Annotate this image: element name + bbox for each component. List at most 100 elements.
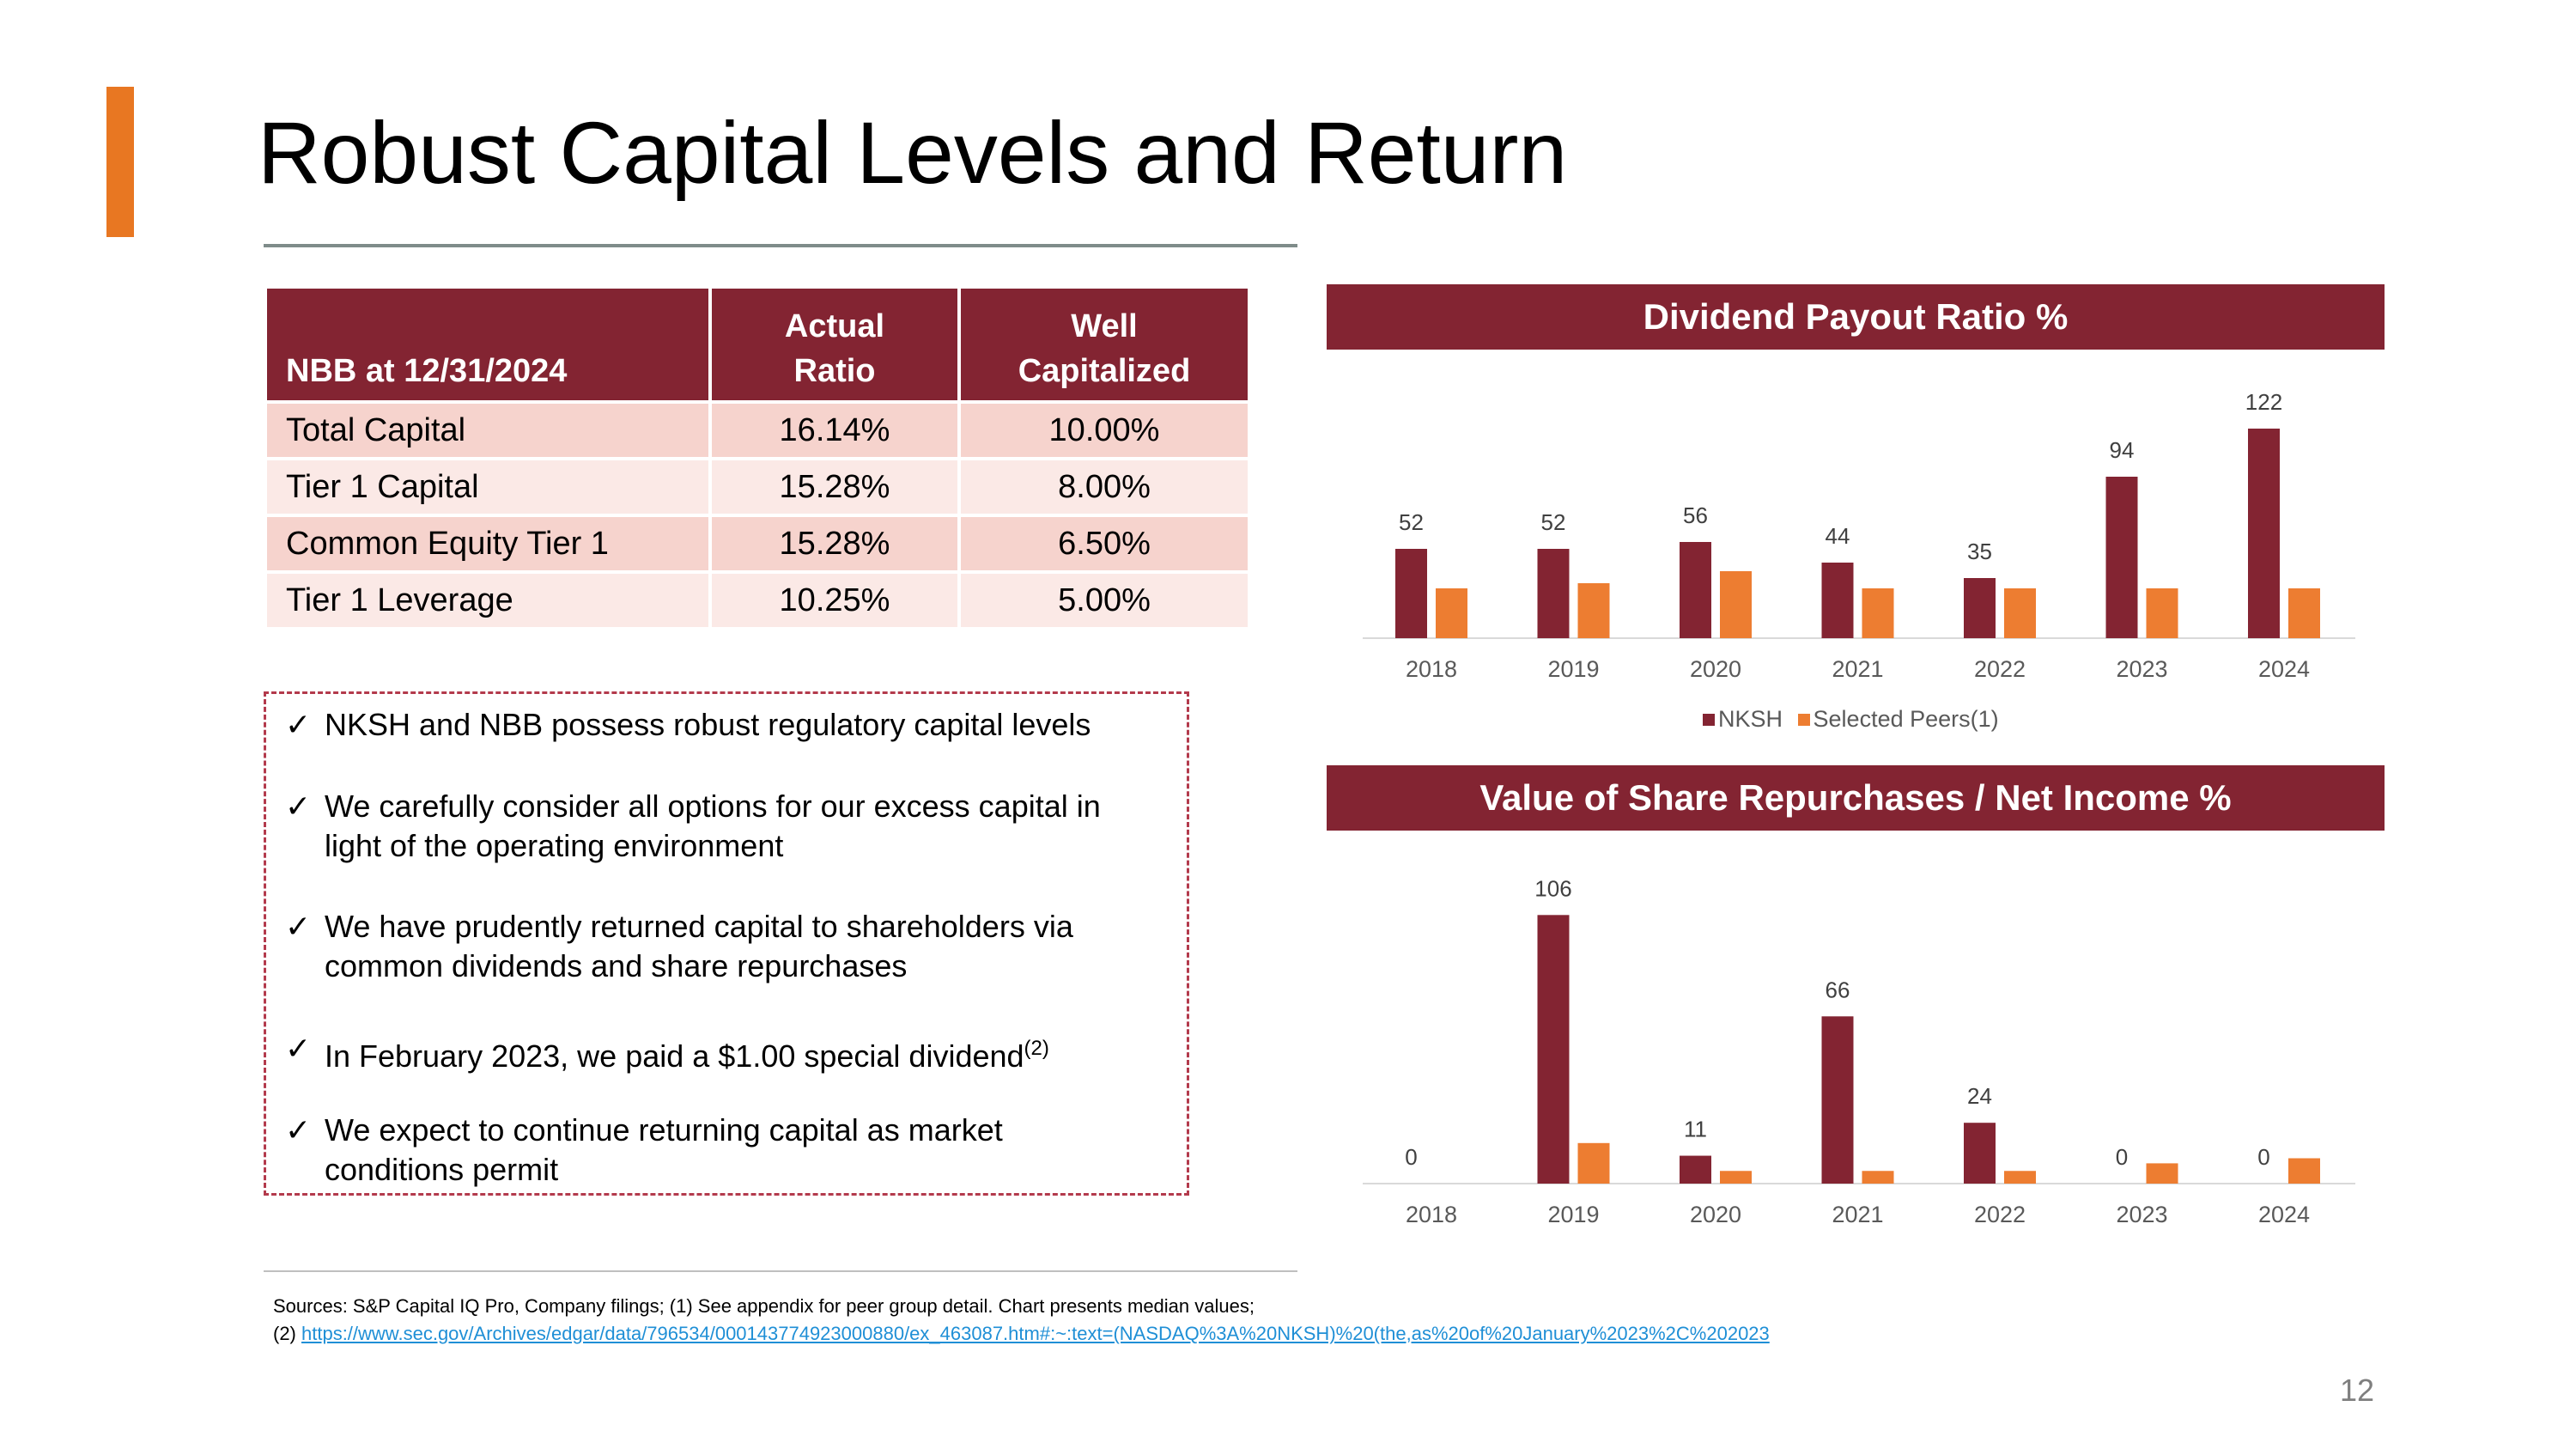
nksh-bar [1537,915,1570,1184]
peer-bar [2288,1158,2320,1184]
x-tick-label: 2022 [1974,1202,2026,1227]
data-label: 24 [1967,1083,1992,1109]
data-label: 52 [1541,509,1566,535]
table-row: Tier 1 Capital 15.28% 8.00% [267,460,1248,514]
table-row: Tier 1 Leverage 10.25% 5.00% [267,574,1248,627]
peer-bar [1862,588,1894,638]
peer-bar [1577,1142,1610,1184]
page-number: 12 [2340,1373,2375,1408]
checkmark-icon: ✓ [285,788,312,824]
nksh-bar [1964,578,1996,638]
peer-bar [1577,583,1610,638]
bullet-text-continued: common dividends and share repurchases [325,948,908,983]
row-label: Total Capital [267,404,708,457]
peer-bar [1720,571,1752,638]
x-tick-label: 2020 [1690,656,1741,682]
dividend-chart-title: Dividend Payout Ratio % [1327,284,2385,350]
well-capitalized-cell: 6.50% [961,517,1248,570]
data-label: 56 [1683,502,1708,528]
sec-filing-link[interactable]: https://www.sec.gov/Archives/edgar/data/… [301,1323,1770,1344]
table-header-entity: NBB at 12/31/2024 [267,289,708,400]
x-tick-label: 2019 [1547,656,1599,682]
table-header-actual: Actual Ratio [712,289,957,400]
checkmark-icon: ✓ [285,909,312,944]
well-capitalized-cell: 10.00% [961,404,1248,457]
bullet-text: In February 2023, we paid a $1.00 specia… [325,1038,1024,1074]
table-header-line: Capitalized [1018,352,1191,389]
bullet-text: We have prudently returned capital to sh… [325,909,1073,944]
nksh-bar [1537,549,1570,638]
x-tick-label: 2023 [2116,656,2167,682]
checkmark-icon: ✓ [285,1031,312,1066]
table-row: Common Equity Tier 1 15.28% 6.50% [267,517,1248,570]
data-label: 94 [2110,437,2135,463]
row-label: Common Equity Tier 1 [267,517,708,570]
repurchase-chart-title: Value of Share Repurchases / Net Income … [1327,765,2385,831]
x-tick-label: 2021 [1832,656,1883,682]
dividend-payout-chart: 52 2018 52 2019 56 2020 44 2021 35 2022 94 2023 122 2… [1363,389,2355,682]
nksh-bar [1821,563,1854,638]
nksh-bar [1964,1123,1996,1184]
nksh-bar [1395,549,1427,638]
x-tick-label: 2021 [1832,1202,1883,1227]
data-label: 122 [2245,389,2282,415]
table-header-line: Actual [784,308,885,345]
data-label: 106 [1534,875,1571,901]
nksh-legend-swatch [1703,714,1715,726]
peer-bar [2146,588,2178,638]
well-capitalized-cell: 8.00% [961,460,1248,514]
actual-ratio-cell: 15.28% [712,460,957,514]
peer-bar [2146,1163,2178,1184]
checkmark-icon: ✓ [285,1112,312,1148]
data-label: 0 [2116,1144,2128,1170]
table-header-well-capitalized: Well Capitalized [961,289,1248,400]
bullet-text-continued: light of the operating environment [325,828,784,863]
table-header-entity-label: NBB at 12/31/2024 [286,353,568,389]
capital-ratios-table: NBB at 12/31/2024 Actual Ratio Well Capita… [264,285,1251,630]
nksh-bar [2248,429,2280,638]
footnote-marker: (2) [1024,1037,1049,1060]
x-tick-label: 2022 [1974,656,2026,682]
chart-legend: NKSH Selected Peers(1) [1703,706,2008,733]
x-tick-label: 2023 [2116,1202,2167,1227]
table-header-line: Ratio [793,352,876,389]
page-title: Robust Capital Levels and Return [258,104,1568,202]
data-label: 66 [1826,977,1850,1002]
nksh-bar [1821,1016,1854,1184]
x-tick-label: 2024 [2258,1202,2310,1227]
row-label: Tier 1 Leverage [267,574,708,627]
peer-bar [2004,1171,2036,1184]
data-label: 35 [1967,539,1992,564]
peer-bar [1720,1171,1752,1184]
table-row: Total Capital 16.14% 10.00% [267,404,1248,457]
peer-bar [2004,588,2036,638]
table-header-row: NBB at 12/31/2024 Actual Ratio Well Capita… [267,289,1248,400]
actual-ratio-cell: 10.25% [712,574,957,627]
x-tick-label: 2019 [1547,1202,1599,1227]
data-label: 0 [2257,1144,2269,1170]
actual-ratio-cell: 16.14% [712,404,957,457]
footnote-prefix: (2) [273,1323,301,1344]
key-points-box: ✓ NKSH and NBB possess robust regulatory… [264,691,1189,1196]
sec-link-footnote: (2) https://www.sec.gov/Archives/edgar/d… [273,1323,1770,1345]
legend-label-peers: Selected Peers(1) [1813,706,1999,732]
bullet-text: NKSH and NBB possess robust regulatory c… [325,707,1091,742]
x-tick-label: 2018 [1406,1202,1457,1227]
bullet-text-continued: conditions permit [325,1152,559,1187]
sources-footnote: Sources: S&P Capital IQ Pro, Company fil… [273,1295,1255,1317]
actual-ratio-cell: 15.28% [712,517,957,570]
bullet-text: We carefully consider all options for ou… [325,788,1101,824]
x-tick-label: 2024 [2258,656,2310,682]
data-label: 52 [1399,509,1424,535]
title-accent-bar [106,87,134,237]
nksh-bar [1680,1155,1711,1184]
footer-divider [264,1270,1297,1272]
data-label: 11 [1684,1117,1707,1142]
well-capitalized-cell: 5.00% [961,574,1248,627]
title-divider [264,244,1297,247]
peer-bar [1436,588,1467,638]
bullet-text: We expect to continue returning capital … [325,1112,1003,1148]
peer-bar [1862,1171,1894,1184]
x-tick-label: 2018 [1406,656,1457,682]
row-label: Tier 1 Capital [267,460,708,514]
